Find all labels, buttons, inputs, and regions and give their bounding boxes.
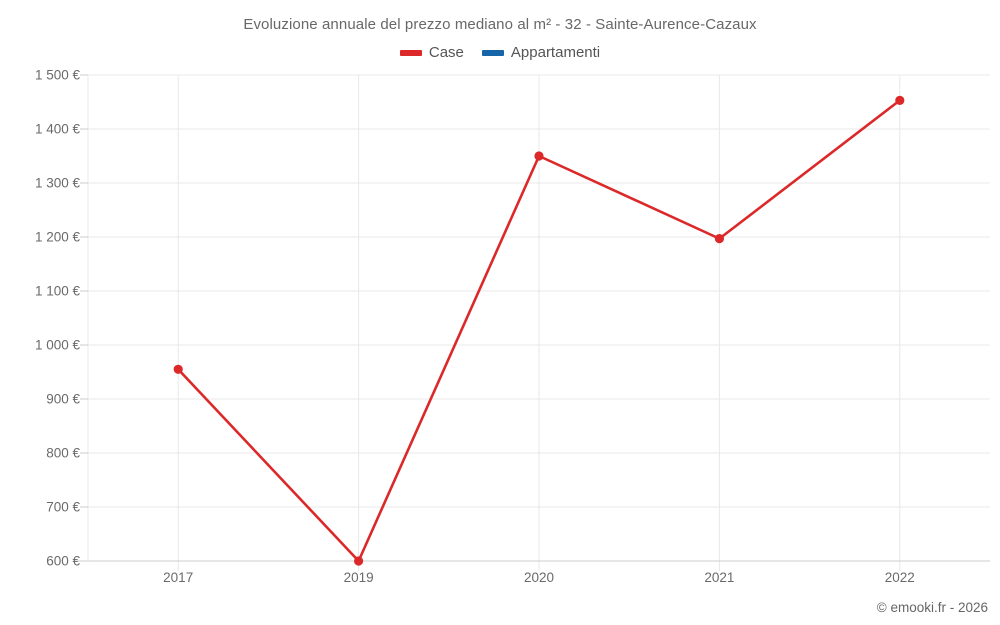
- legend-swatch-case: [399, 49, 422, 56]
- legend-swatch-appartamenti: [481, 49, 504, 56]
- footer-credit: © emooki.fr - 2026: [876, 600, 988, 615]
- data-point-marker[interactable]: [173, 364, 183, 374]
- chart-title: Evoluzione annuale del prezzo mediano al…: [243, 16, 757, 33]
- chart-legend: Case Appartamenti: [0, 44, 1000, 61]
- data-point-marker[interactable]: [354, 556, 364, 566]
- data-point-marker[interactable]: [895, 95, 905, 105]
- axis-lines: [74, 74, 990, 562]
- legend-item-appartamenti[interactable]: Appartamenti: [481, 44, 601, 61]
- data-point-marker[interactable]: [534, 151, 544, 161]
- legend-item-case[interactable]: Case: [399, 44, 464, 61]
- legend-label-case: Case: [428, 44, 464, 61]
- grid-lines: [88, 74, 990, 571]
- data-point-marker[interactable]: [714, 234, 725, 244]
- data-series: [173, 95, 905, 566]
- legend-label-appartamenti: Appartamenti: [510, 44, 601, 61]
